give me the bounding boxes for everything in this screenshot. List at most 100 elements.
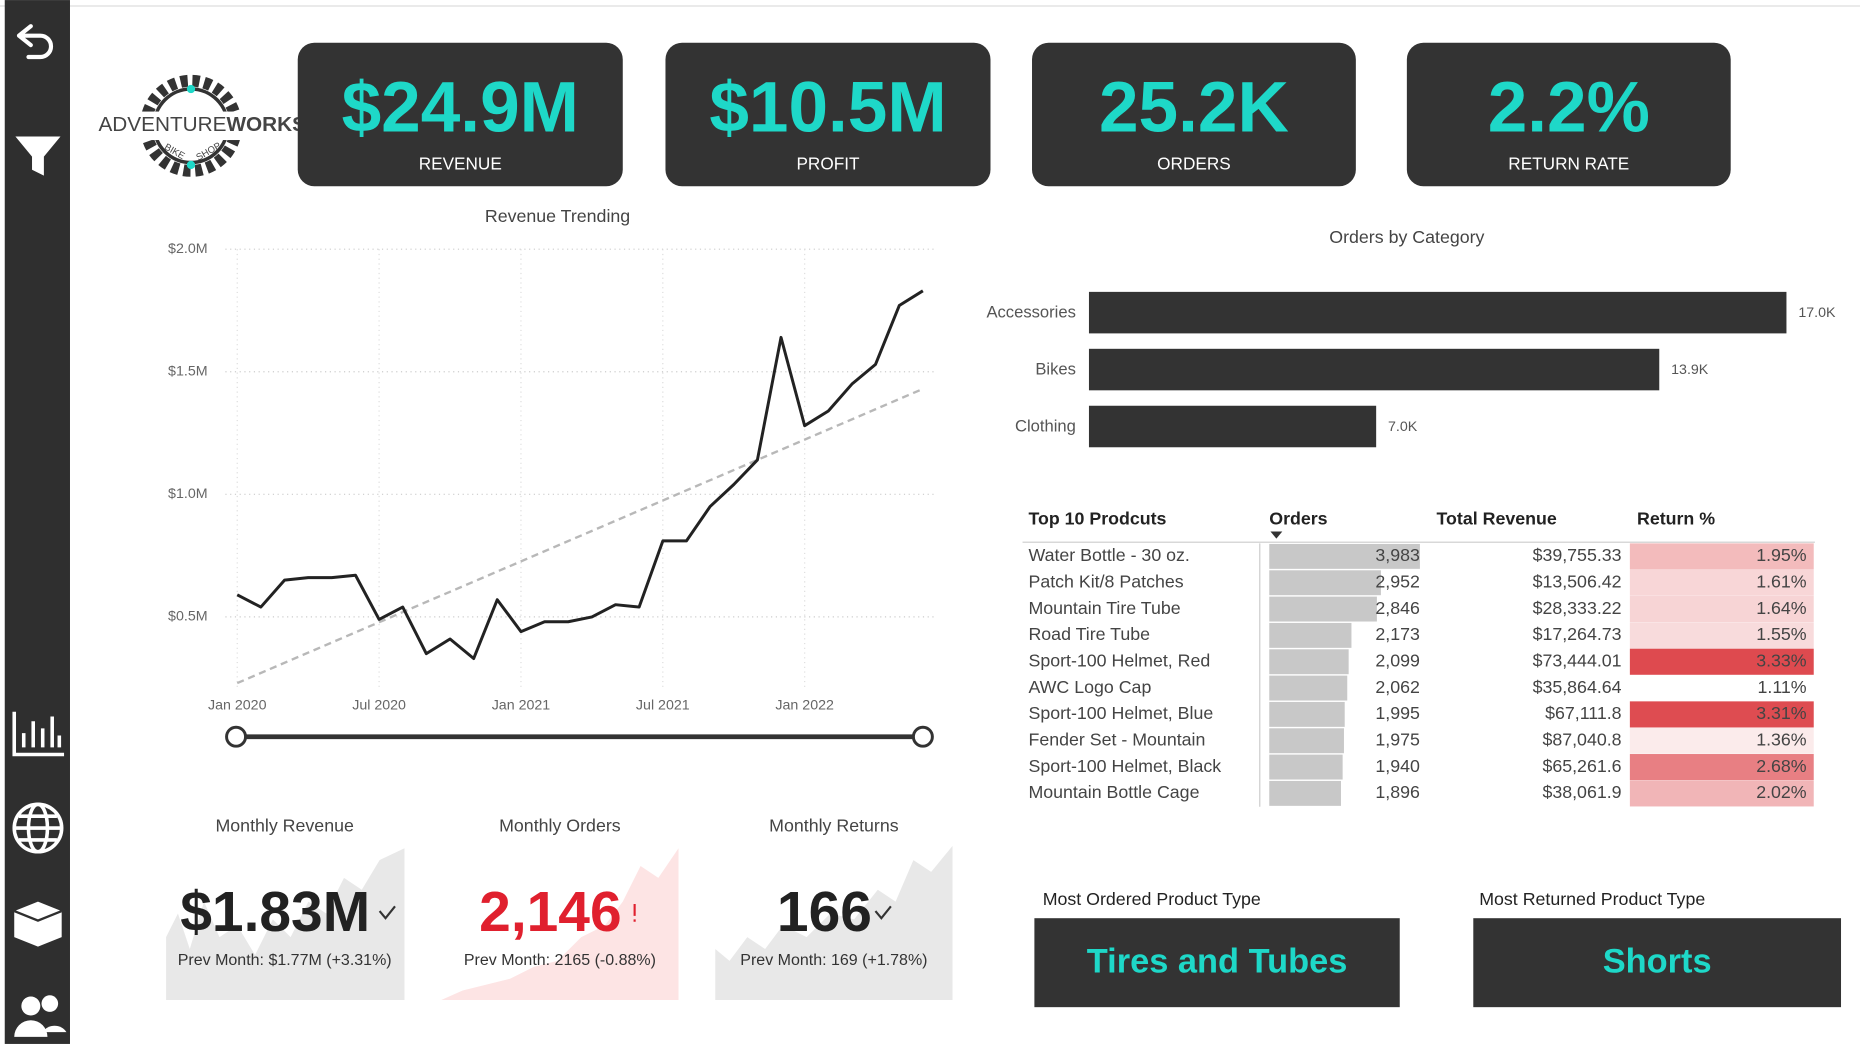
orders-value: 1,995 (1375, 703, 1420, 723)
kpi-label: REVENUE (419, 153, 502, 173)
orders-data-bar (1269, 622, 1352, 648)
nav-background (4, 0, 70, 1044)
map-page-button[interactable] (12, 802, 64, 854)
chart-title: Revenue Trending (485, 206, 630, 226)
data-label: 17.0K (1798, 305, 1836, 321)
x-tick-label: Jan 2022 (775, 698, 834, 714)
product-name: Mountain Bottle Cage (1028, 782, 1199, 802)
monthly-title: Monthly Revenue (215, 816, 353, 836)
kpi-card (665, 42, 991, 187)
logo-band (97, 111, 285, 141)
orders-value: 1,940 (1375, 756, 1420, 776)
orders-value: 2,846 (1375, 598, 1420, 618)
orders-value: 3,983 (1375, 545, 1420, 565)
return-value: 2.68% (1756, 756, 1807, 776)
return-value: 1.61% (1756, 571, 1807, 591)
card-value: Tires and Tubes (1087, 942, 1348, 980)
orders-value: 2,062 (1375, 677, 1420, 697)
orders-data-bar (1269, 596, 1377, 622)
kpi-value: $24.9M (342, 69, 579, 148)
category-label: Bikes (1035, 360, 1076, 379)
logo-text: ADVENTUREWORKS (98, 113, 306, 136)
bar (1088, 348, 1660, 391)
bar (1088, 405, 1377, 448)
return-cell (1629, 780, 1814, 807)
monthly-title: Monthly Returns (769, 816, 899, 836)
revenue-value: $17,264.73 (1533, 624, 1622, 644)
y-tick-label: $1.0M (168, 486, 208, 502)
orders-value: 2,099 (1375, 650, 1420, 670)
revenue-value: $87,040.8 (1542, 729, 1621, 749)
customer-page-button[interactable] (14, 995, 67, 1037)
revenue-value: $38,061.9 (1542, 782, 1621, 802)
orders-data-bar (1269, 570, 1381, 596)
slider-handle[interactable] (225, 725, 248, 748)
return-value: 2.02% (1756, 782, 1807, 802)
back-button[interactable] (16, 24, 54, 60)
return-cell (1629, 727, 1814, 754)
product-name: Water Bottle - 30 oz. (1028, 545, 1189, 565)
card (1473, 918, 1842, 1008)
orders-data-bar (1269, 649, 1349, 675)
product-page-button[interactable] (13, 901, 63, 947)
return-cell (1629, 754, 1814, 781)
monthly-previous: Prev Month: 169 (+1.78%) (740, 952, 927, 969)
orders-data-bar (1269, 543, 1420, 569)
nav-bar (4, 0, 70, 1044)
monthly-value: 2,146 (479, 880, 621, 944)
return-cell (1629, 701, 1814, 728)
orders-data-bar (1269, 728, 1344, 754)
product-name: AWC Logo Cap (1028, 677, 1151, 697)
return-value: 1.11% (1758, 677, 1807, 697)
y-tick-label: $0.5M (168, 609, 208, 625)
table-header: Total Revenue (1437, 508, 1557, 528)
status-check (378, 905, 396, 920)
card-value: Shorts (1603, 942, 1712, 980)
table-header: Return % (1637, 508, 1715, 528)
monthly-previous: Prev Month: 2165 (-0.88%) (464, 952, 656, 969)
product-name: Sport-100 Helmet, Red (1028, 650, 1210, 670)
filter-button[interactable] (15, 136, 61, 176)
revenue-value: $73,444.01 (1533, 650, 1622, 670)
table-header: Orders (1269, 508, 1327, 528)
kpi-label: ORDERS (1157, 153, 1231, 173)
revenue-value: $28,333.22 (1533, 598, 1622, 618)
kpi-label: PROFIT (796, 153, 860, 173)
sort-indicator (1270, 531, 1283, 539)
x-tick-label: Jul 2021 (636, 698, 690, 714)
return-cell (1629, 569, 1814, 596)
monthly-value: $1.83M (180, 880, 370, 944)
logo: ADVENTUREWORKS BIKE SHOP (97, 74, 306, 177)
x-tick-label: Jul 2020 (352, 698, 406, 714)
revenue-value: $65,261.6 (1542, 756, 1621, 776)
report-page-button[interactable] (12, 711, 65, 757)
category-label: Accessories (986, 303, 1075, 322)
product-name: Patch Kit/8 Patches (1028, 571, 1183, 591)
x-tick-label: Jan 2020 (208, 698, 267, 714)
return-value: 3.31% (1756, 703, 1807, 723)
chart-title: Orders by Category (1329, 227, 1484, 247)
product-name: Fender Set - Mountain (1028, 729, 1205, 749)
revenue-value: $39,755.33 (1533, 545, 1622, 565)
slider-handle[interactable] (911, 725, 934, 748)
product-name: Road Tire Tube (1028, 624, 1150, 644)
card-title: Most Returned Product Type (1479, 889, 1705, 909)
product-name: Sport-100 Helmet, Blue (1028, 703, 1213, 723)
category-label: Clothing (1015, 416, 1076, 435)
y-tick-label: $2.0M (168, 241, 208, 257)
monthly-title: Monthly Orders (499, 816, 621, 836)
return-cell (1629, 675, 1814, 702)
orders-data-bar (1269, 754, 1343, 780)
sparkline (715, 845, 953, 1001)
orders-value: 2,173 (1375, 624, 1420, 644)
kpi-value: 25.2K (1099, 69, 1289, 148)
kpi-label: RETURN RATE (1508, 153, 1629, 173)
bar (1088, 291, 1787, 334)
kpi-card (297, 42, 623, 187)
date-slider[interactable] (225, 725, 934, 748)
return-value: 1.95% (1756, 545, 1807, 565)
return-value: 3.33% (1756, 650, 1807, 670)
return-cell (1629, 543, 1814, 570)
table-header: Top 10 Prodcuts (1028, 508, 1166, 528)
